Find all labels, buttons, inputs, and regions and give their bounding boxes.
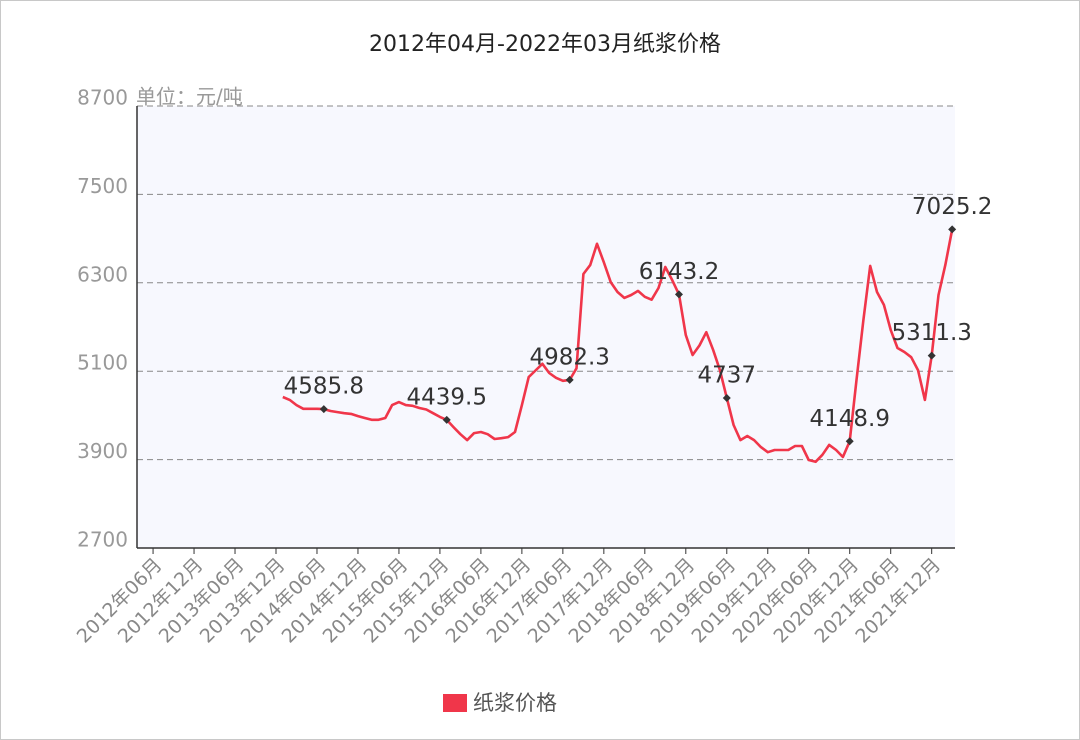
legend-swatch <box>443 694 467 712</box>
data-point <box>565 375 574 384</box>
data-label: 4439.5 <box>407 384 487 410</box>
data-label: 7025.2 <box>912 194 992 220</box>
data-point <box>319 405 328 414</box>
data-label: 5311.3 <box>891 320 971 346</box>
series-line <box>282 229 954 464</box>
data-point <box>845 437 854 446</box>
data-point <box>722 393 731 402</box>
data-label: 4737 <box>698 362 757 388</box>
y-tick-label: 3900 <box>77 439 128 463</box>
y-tick-label: 5100 <box>77 351 128 375</box>
y-tick-label: 7500 <box>77 174 128 198</box>
data-point <box>927 351 936 360</box>
legend-label: 纸浆价格 <box>473 691 557 715</box>
y-tick-label: 2700 <box>77 528 128 552</box>
y-axis-label: 单位：元/吨 <box>136 85 243 109</box>
chart-title: 2012年04月-2022年03月纸浆价格 <box>369 32 721 57</box>
data-point <box>442 415 451 424</box>
y-tick-label: 8700 <box>77 86 128 110</box>
data-label: 4585.8 <box>284 374 364 400</box>
data-label: 6143.2 <box>639 259 719 285</box>
y-tick-label: 6300 <box>77 262 128 286</box>
data-label: 4982.3 <box>529 344 609 370</box>
plot-area <box>137 106 955 548</box>
data-point <box>948 225 957 234</box>
data-point <box>674 290 683 299</box>
data-label: 4148.9 <box>809 406 889 432</box>
